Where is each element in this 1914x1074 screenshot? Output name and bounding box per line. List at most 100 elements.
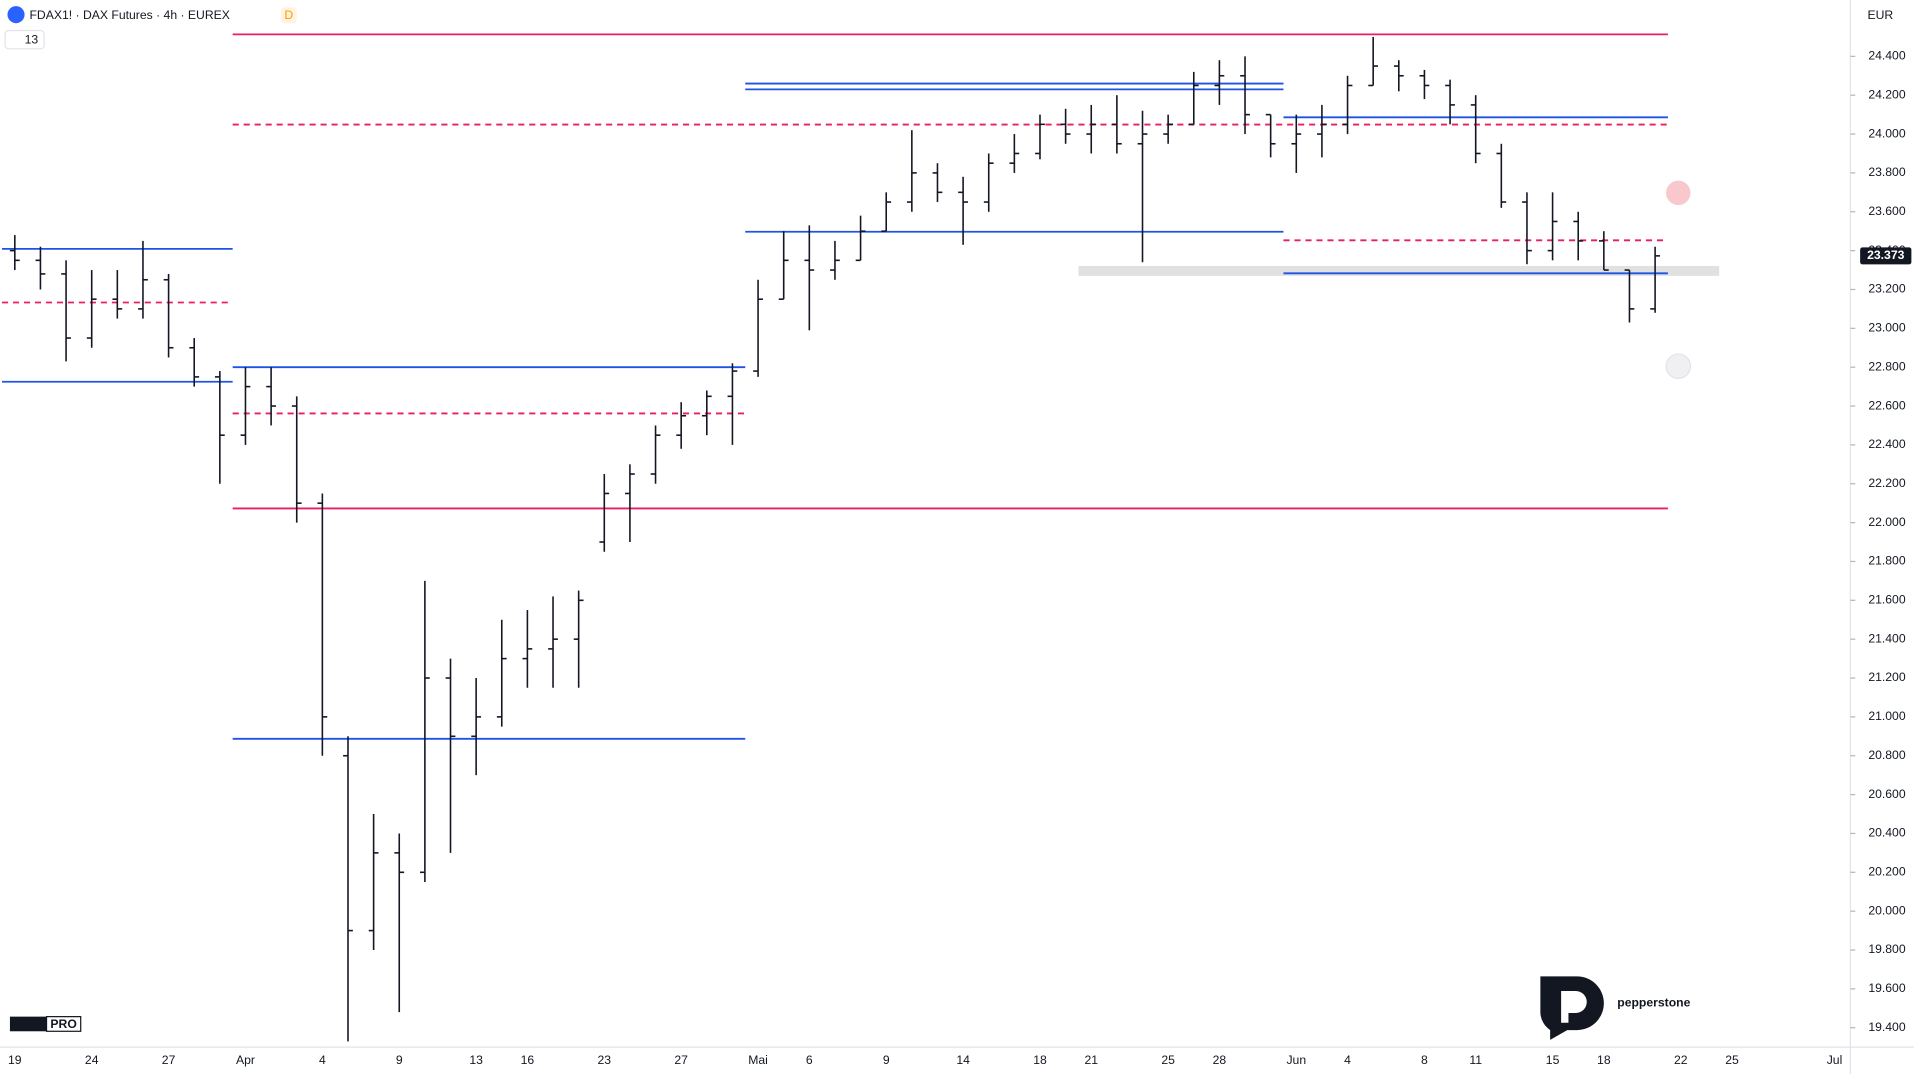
ohlc-bar <box>1522 192 1532 265</box>
ohlc-bar <box>830 240 840 280</box>
ohlc-bar <box>1060 108 1071 144</box>
logo-text: pepperstone <box>1617 995 1690 1009</box>
ohlc-bar <box>266 367 276 426</box>
ohlc-bar <box>496 619 507 727</box>
ohlc-bar <box>855 215 866 262</box>
x-tick-label: Mai <box>748 1053 768 1067</box>
ohlc-bar <box>214 371 225 484</box>
ohlc-bar <box>35 246 46 290</box>
x-tick-label: 25 <box>1725 1053 1739 1067</box>
x-tick-label: 6 <box>806 1053 813 1067</box>
ohlc-bar <box>471 678 482 776</box>
ohlc-bar <box>958 176 968 245</box>
x-tick-label: Apr <box>236 1053 255 1067</box>
ohlc-bar <box>86 270 97 348</box>
y-tick-label: 20.800 <box>1868 748 1905 762</box>
y-tick-label: 21.200 <box>1868 670 1905 684</box>
ohlc-bar <box>727 363 738 445</box>
y-tick-label: 22.400 <box>1868 437 1905 451</box>
y-tick-label: 19.600 <box>1868 981 1905 995</box>
x-tick-label: 16 <box>521 1053 535 1067</box>
x-tick-label: 18 <box>1597 1053 1611 1067</box>
y-tick-label: 23.800 <box>1868 165 1905 179</box>
symbol-icon[interactable] <box>7 6 25 24</box>
x-tick-label: 28 <box>1213 1053 1227 1067</box>
ohlc-bar <box>1265 113 1276 158</box>
x-tick-label: 25 <box>1161 1053 1175 1067</box>
y-tick-label: 24.400 <box>1868 49 1905 63</box>
y-tick-label: 21.600 <box>1868 593 1905 607</box>
y-tick-label: 20.400 <box>1868 826 1905 840</box>
ohlc-bar <box>1393 60 1404 92</box>
x-tick-label: 13 <box>469 1053 483 1067</box>
tv-logo: PRO <box>9 1016 82 1032</box>
y-tick-label: 19.800 <box>1868 942 1905 956</box>
ohlc-bar <box>548 596 558 688</box>
ohlc-bar <box>1650 246 1660 313</box>
ohlc-bar <box>599 474 610 552</box>
indicator-toggle[interactable] <box>4 29 45 50</box>
session-flag: D <box>284 8 293 22</box>
alert-marker[interactable] <box>1666 180 1691 206</box>
ohlc-bar <box>1470 95 1481 164</box>
ohlc-bar <box>9 235 20 271</box>
ohlc-bar <box>983 153 994 212</box>
ohlc-bar <box>625 464 635 543</box>
y-tick-label: 22.000 <box>1868 515 1905 529</box>
chart-title[interactable]: FDAX1! · DAX Futures · 4h · EUREX <box>29 8 229 22</box>
y-tick-label: 23.000 <box>1868 321 1905 335</box>
indicator-count[interactable]: 13 <box>25 32 39 46</box>
ohlc-bar <box>240 367 251 445</box>
x-tick-label: 19 <box>8 1053 22 1067</box>
x-tick-label: 8 <box>1421 1053 1428 1067</box>
x-tick-label: 9 <box>883 1053 890 1067</box>
x-tick-label: 24 <box>85 1053 99 1067</box>
y-tick-label: 21.800 <box>1868 554 1905 568</box>
y-tick-label: 20.600 <box>1868 787 1905 801</box>
alert-marker[interactable] <box>1665 353 1692 379</box>
ohlc-bar <box>343 736 353 1042</box>
ohlc-bar <box>881 192 892 232</box>
x-tick-label: Jul <box>1827 1053 1843 1067</box>
x-tick-label: 4 <box>1344 1053 1351 1067</box>
currency[interactable]: EUR <box>1867 8 1893 22</box>
x-tick-label: 27 <box>162 1053 176 1067</box>
ohlc-bar <box>1240 56 1250 135</box>
ohlc-bar <box>1496 143 1507 208</box>
ohlc-bar <box>804 225 815 331</box>
ohlc-bar <box>1035 114 1045 160</box>
x-tick-label: 14 <box>956 1053 970 1067</box>
ohlc-bar <box>932 163 943 203</box>
ohlc-bar <box>701 390 712 436</box>
ohlc-bar <box>1214 60 1225 105</box>
y-tick-label: 23.200 <box>1868 282 1905 296</box>
x-tick-label: 9 <box>396 1053 403 1067</box>
ohlc-bar <box>650 425 661 484</box>
ohlc-bar <box>778 231 789 300</box>
ohlc-bar <box>394 833 405 1013</box>
ohlc-bar <box>1598 231 1609 271</box>
ohlc-bar <box>1342 75 1353 135</box>
ohlc-bar <box>676 402 687 449</box>
y-tick-label: 22.200 <box>1868 476 1905 490</box>
y-tick-label: 22.600 <box>1868 398 1905 412</box>
ohlc-bar <box>1573 211 1584 261</box>
ohlc-bar <box>1291 114 1302 173</box>
session-flag-box <box>280 7 297 24</box>
y-tick-label: 20.000 <box>1868 903 1905 917</box>
x-tick-label: Jun <box>1286 1053 1306 1067</box>
x-tick-label: 23 <box>598 1053 612 1067</box>
x-tick-label: 21 <box>1084 1053 1098 1067</box>
y-tick-label: 21.000 <box>1868 709 1905 723</box>
pepperstone-logo: pepperstone <box>1540 976 1691 1040</box>
x-tick-label: 4 <box>319 1053 326 1067</box>
ohlc-bar <box>1111 95 1122 154</box>
ohlc-bar <box>1547 192 1558 261</box>
ohlc-bar <box>1317 104 1327 158</box>
ohlc-bar <box>1368 36 1379 87</box>
ohlc-bar <box>1009 134 1020 173</box>
ohlc-bar <box>1137 110 1148 263</box>
